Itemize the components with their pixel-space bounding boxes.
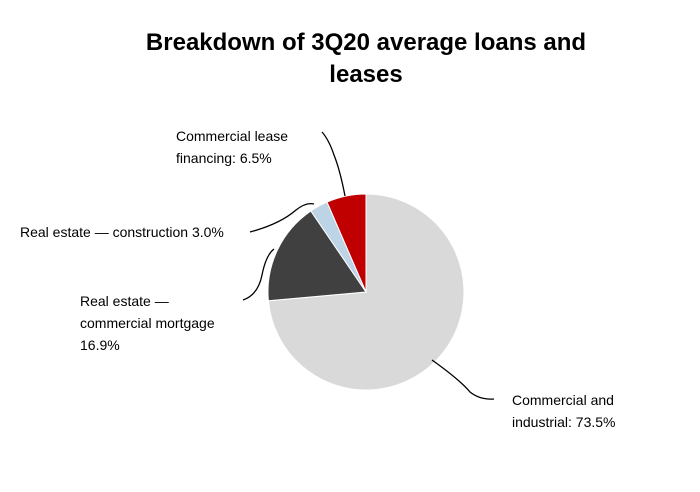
leader-line: [321, 131, 346, 197]
leader-line: [242, 248, 275, 301]
pie: [267, 193, 465, 391]
pie-slice: [326, 193, 367, 293]
data-label: Real estate — commercial mortgage 16.9%: [80, 293, 215, 353]
leader-line: [249, 202, 315, 233]
data-label: Commercial and industrial: 73.5%: [512, 392, 616, 430]
pie-slice: [267, 210, 367, 302]
leader-line: [431, 359, 495, 400]
chart-title: Breakdown of 3Q20 average loans and leas…: [145, 29, 587, 88]
leader-lines: [242, 131, 495, 400]
data-label: Real estate — construction 3.0%: [20, 224, 224, 240]
data-label: Commercial lease financing: 6.5%: [176, 128, 289, 166]
